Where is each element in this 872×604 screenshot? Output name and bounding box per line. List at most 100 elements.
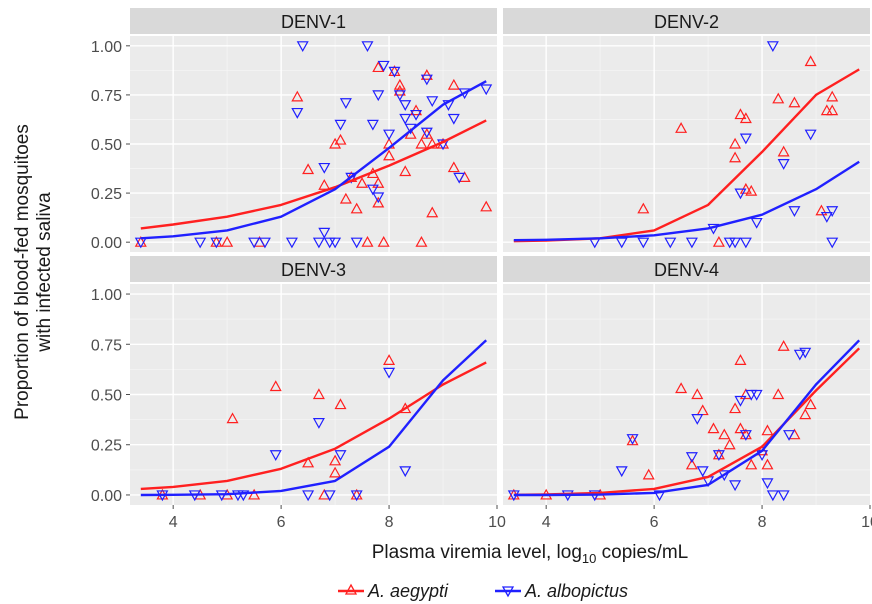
point-aegypti <box>329 454 342 466</box>
point-aegypti <box>302 456 315 468</box>
point-albopictus <box>420 74 433 86</box>
point-aegypti <box>334 398 347 410</box>
point-aegypti <box>718 428 731 440</box>
point-albopictus <box>729 237 742 249</box>
point-aegypti <box>350 202 363 214</box>
point-albopictus <box>437 139 450 151</box>
fit-line-albopictus <box>513 160 860 242</box>
point-aegypti <box>383 149 396 161</box>
point-albopictus <box>388 66 401 78</box>
point-aegypti <box>739 112 752 124</box>
point-albopictus <box>799 347 812 359</box>
point-aegypti <box>761 458 774 470</box>
y-tick-label: 1.00 <box>91 287 122 304</box>
point-albopictus <box>291 107 304 119</box>
point-albopictus <box>366 184 379 196</box>
y-tick-label: 0.00 <box>91 488 122 505</box>
point-albopictus <box>707 223 720 235</box>
legend: A. aegypti A. albopictus <box>338 581 628 601</box>
legend-marker-albopictus <box>501 586 515 598</box>
point-aegypti <box>248 488 261 500</box>
point-albopictus <box>285 237 298 249</box>
point-albopictus <box>426 96 439 108</box>
point-albopictus <box>383 129 396 141</box>
y-tick-label: 0.50 <box>91 137 122 154</box>
point-aegypti <box>399 165 412 177</box>
point-aegypti <box>772 92 785 104</box>
point-albopictus <box>372 90 385 102</box>
x-axis-title-main: Plasma viremia level, log <box>372 542 582 563</box>
facet-strip <box>130 8 497 34</box>
y-axis-title: Proportion of blood-fed mosquitoes with … <box>12 124 55 420</box>
point-albopictus <box>329 237 342 249</box>
point-aegypti <box>745 184 758 196</box>
point-aegypti <box>334 133 347 145</box>
facet-panels: DENV-1 0.00 0.25 0.50 0.75 1.00 DENV-2 DENV-3 0.… <box>91 8 872 531</box>
point-aegypti <box>339 192 352 204</box>
point-albopictus <box>318 162 331 174</box>
point-aegypti <box>372 196 385 208</box>
point-albopictus <box>366 119 379 131</box>
point-aegypti <box>372 61 385 73</box>
point-aegypti <box>826 104 839 116</box>
point-albopictus <box>420 127 433 139</box>
y-tick-label: 0.50 <box>91 388 122 405</box>
facet-strip <box>130 256 497 282</box>
point-albopictus <box>820 212 833 223</box>
legend-marker-aegypti <box>344 583 358 595</box>
point-aegypti <box>329 466 342 478</box>
point-aegypti <box>447 161 460 173</box>
point-albopictus <box>685 452 698 464</box>
point-aegypti <box>734 354 747 365</box>
point-albopictus <box>334 119 347 131</box>
point-albopictus <box>739 133 752 145</box>
point-albopictus <box>350 237 363 249</box>
point-aegypti <box>415 137 428 149</box>
point-aegypti <box>426 206 439 218</box>
point-albopictus <box>750 389 763 401</box>
point-aegypti <box>772 388 785 400</box>
point-albopictus <box>237 490 250 502</box>
point-albopictus <box>447 113 460 125</box>
point-aegypti <box>675 382 688 394</box>
point-aegypti <box>447 78 460 90</box>
point-aegypti <box>761 424 774 436</box>
fit-line-albopictus <box>140 339 488 497</box>
point-aegypti <box>221 235 234 247</box>
point-aegypti <box>729 137 742 149</box>
point-albopictus <box>258 237 271 249</box>
point-aegypti <box>729 151 742 163</box>
point-albopictus <box>334 450 347 462</box>
point-aegypti <box>302 163 315 175</box>
facet-strip <box>503 256 870 282</box>
point-albopictus <box>685 237 698 249</box>
x-tick-label: 6 <box>650 514 659 531</box>
x-tick-label: 10 <box>861 514 872 531</box>
point-aegypti <box>777 145 790 157</box>
point-albopictus <box>826 206 839 217</box>
point-albopictus <box>453 172 466 184</box>
point-albopictus <box>788 206 801 217</box>
point-aegypti <box>226 412 239 424</box>
point-albopictus <box>312 418 325 429</box>
panel-denv-3: DENV-3 0.00 0.25 0.50 0.75 1.00 4 6 8 10 <box>91 256 506 531</box>
point-albopictus <box>739 430 752 441</box>
point-albopictus <box>480 84 493 96</box>
point-aegypti <box>372 177 385 188</box>
point-albopictus <box>783 430 796 441</box>
x-axis-title-subscript: 10 <box>582 551 596 566</box>
panel-denv-4: DENV-4 4 6 8 10 <box>503 256 872 531</box>
point-albopictus <box>312 237 325 249</box>
point-albopictus <box>318 227 331 239</box>
x-tick-label: 4 <box>169 514 178 531</box>
point-aegypti <box>291 90 304 102</box>
y-tick-label: 0.75 <box>91 88 122 105</box>
point-albopictus <box>734 395 747 407</box>
facet-title: DENV-4 <box>654 260 719 280</box>
y-tick-label: 0.00 <box>91 235 122 252</box>
point-aegypti <box>383 354 396 365</box>
point-albopictus <box>766 490 779 502</box>
point-albopictus <box>626 434 639 445</box>
fit-line-albopictus <box>513 339 861 497</box>
